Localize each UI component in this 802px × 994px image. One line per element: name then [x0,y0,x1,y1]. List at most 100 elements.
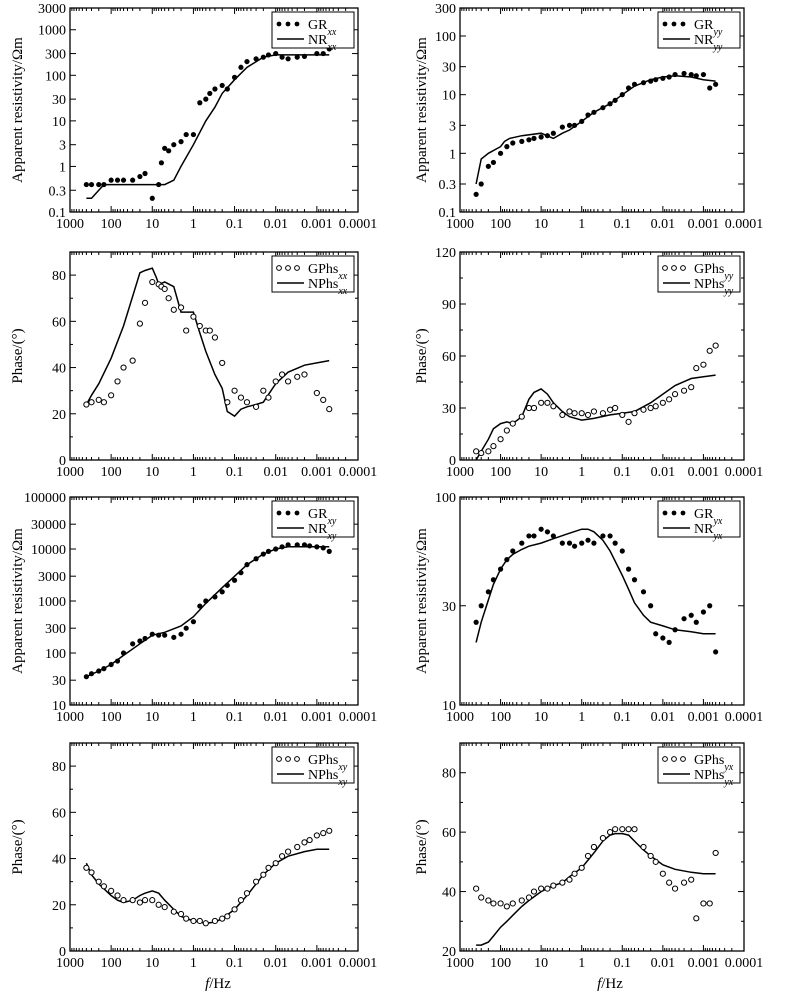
legend-subscript: xy [337,762,347,773]
legend-entry: GPhsxx [308,262,348,282]
legend-box [657,255,741,293]
data-point [320,396,327,404]
data-point [584,852,592,860]
legend-label: GR [308,507,328,522]
data-point [273,546,279,552]
legend-marker-swatch [285,21,291,27]
data-point [120,364,127,371]
data-point [224,582,230,588]
y-tick-label: 60 [442,826,456,841]
y-tick-label: 100 [435,30,456,45]
data-point [130,641,136,647]
data-point [599,410,607,417]
x-tick-label: 100 [490,217,511,232]
legend-label: NR [308,522,328,537]
model-line [475,75,716,185]
data-point [120,177,127,183]
x-tick-label: 100 [101,956,122,971]
data-point [100,399,107,406]
y-tick-label: 40 [442,886,456,901]
data-point [485,589,491,595]
data-point [625,566,632,572]
data-point [237,394,245,401]
data-point [279,54,285,60]
x-tick-label: 0.0001 [725,710,764,725]
data-point [320,50,326,57]
y-axis-label: Phase/(°) [414,819,430,874]
data-point [660,635,666,641]
data-point [688,71,694,78]
y-tick-label: 3000 [38,2,66,17]
y-axis-label: Apparent resistivity/Ωm [414,528,430,674]
data-point [531,533,537,539]
data-point [525,894,533,901]
data-point [149,897,156,904]
panel-8: 1000 100 10 1 0.1 0.01 0.001 0.0001 20 40 60 80 Phas… [414,742,763,971]
data-point [693,619,699,625]
data-point [326,406,333,413]
data-point [101,181,107,188]
data-point [571,870,578,877]
x-tick-label: 0.001 [688,956,720,971]
x-tick-label: 0.01 [651,710,676,725]
data-point [265,52,272,58]
x-tick-label: 10 [534,710,548,725]
legend-marker-swatch [671,510,677,516]
data-point [294,54,300,60]
data-point [631,826,638,833]
data-point [100,883,107,890]
data-point [219,915,226,922]
legend-subscript: yx [723,762,733,773]
legend-label: NPhs [308,277,338,292]
data-point [96,668,102,674]
data-point [707,85,713,91]
legend-marker-swatch [294,21,300,27]
data-point [473,448,480,455]
legend-entry: GRxy [308,507,337,527]
data-point [700,361,707,368]
y-tick-label: 0 [59,454,66,469]
data-point [712,342,719,349]
y-tick-label: 100 [45,69,66,84]
data-point [619,411,626,419]
legend-marker-swatch [671,756,677,762]
x-tick-label: 1 [190,217,197,232]
legend-label: NR [308,33,328,48]
data-point [478,449,485,457]
legend-entry: GPhsyy [694,262,734,282]
x-axis-label-left-text: /Hz [209,976,231,992]
y-tick-label: 0 [449,454,456,469]
data-point [197,603,203,609]
x-tick-label: 1000 [56,217,84,232]
data-point [219,82,225,89]
data-point [518,413,525,420]
data-point [538,399,545,406]
y-tick-label: 60 [52,315,66,330]
legend-box [657,746,741,784]
data-point [619,92,625,98]
data-point [625,418,632,425]
x-tick-label: 0.01 [263,956,288,971]
x-tick-label: 0.001 [301,217,333,232]
data-point [197,100,203,106]
data-point [108,177,114,183]
x-tick-label: 0.1 [614,710,632,725]
data-point [301,53,308,59]
legend-subscript: yy [712,27,722,38]
legend-label: NPhs [694,768,724,783]
data-point [526,137,532,143]
panel-6: 1000 100 10 1 0.1 0.01 0.001 0.0001 10 30 100 Appar… [414,491,763,725]
data-point [590,408,598,415]
legend-marker-swatch [276,21,282,27]
legend-box [657,11,741,49]
data-point [96,181,102,188]
data-point [619,826,626,833]
data-point [149,195,155,201]
data-point [238,64,244,70]
y-tick-label: 300 [45,622,66,637]
x-tick-label: 10 [534,217,548,232]
y-tick-label: 90 [442,298,456,313]
legend-subscript: xy [326,531,336,542]
